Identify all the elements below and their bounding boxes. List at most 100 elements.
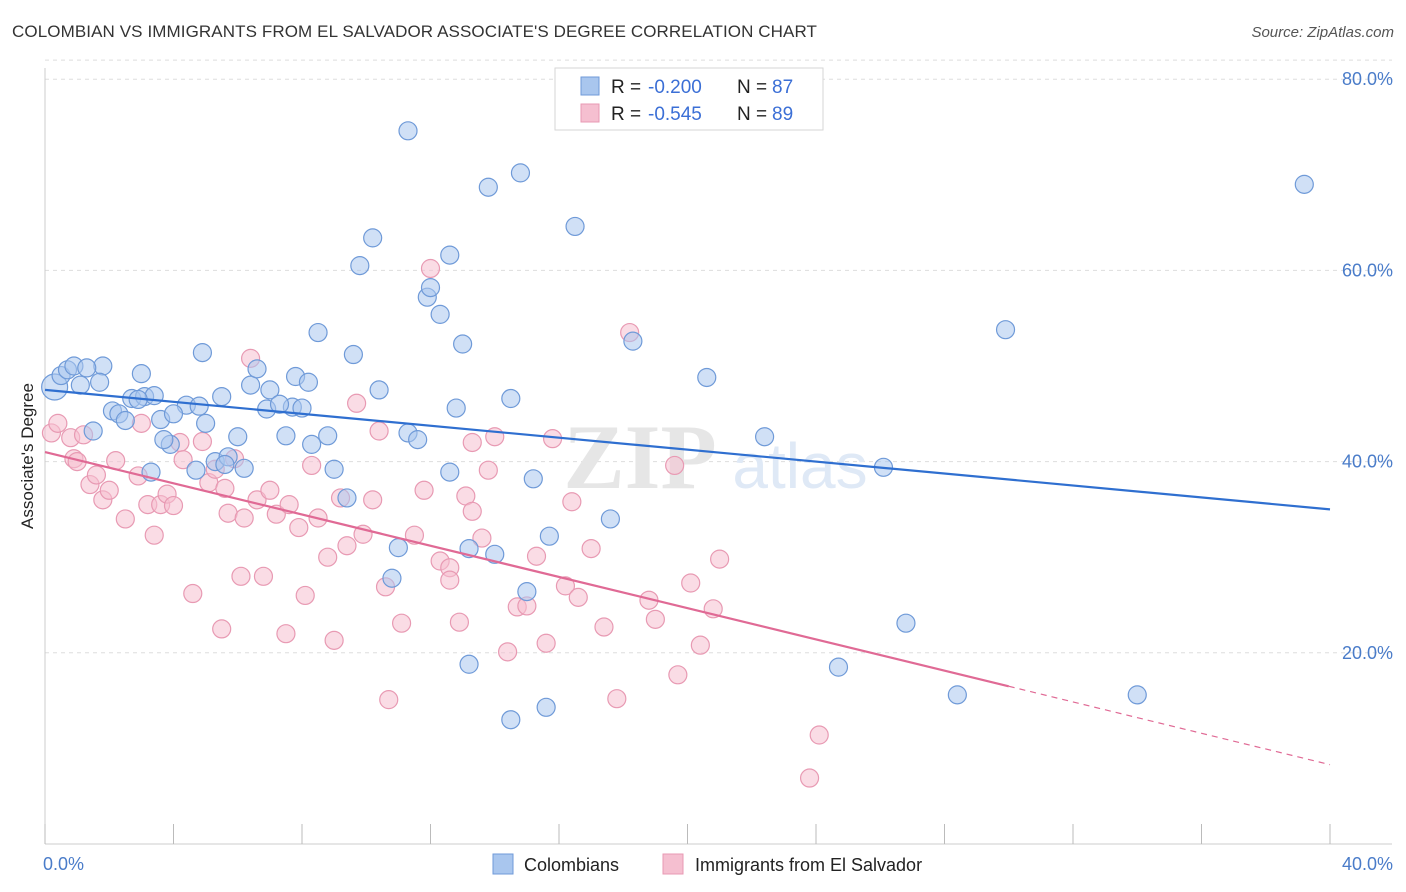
data-point xyxy=(562,492,582,512)
data-point xyxy=(163,495,184,516)
series-blue-points xyxy=(41,121,1314,730)
data-point xyxy=(215,454,235,475)
watermark-zip: ZIP xyxy=(563,406,716,508)
x-tick-labels: 0.0% 40.0% xyxy=(43,854,1393,874)
data-point xyxy=(90,372,110,392)
data-point xyxy=(324,459,344,479)
data-point xyxy=(48,413,68,433)
data-point xyxy=(501,710,521,730)
data-point xyxy=(99,480,119,500)
data-point xyxy=(298,372,319,392)
data-point xyxy=(388,538,408,558)
data-point xyxy=(697,367,717,388)
data-point xyxy=(430,304,450,324)
data-point xyxy=(408,430,428,450)
data-point xyxy=(131,413,151,433)
data-point xyxy=(600,509,621,529)
data-point xyxy=(449,612,470,632)
data-point xyxy=(947,685,967,705)
data-point xyxy=(253,566,274,586)
data-point xyxy=(228,427,248,447)
data-point xyxy=(218,503,238,523)
data-point xyxy=(478,460,498,480)
data-point xyxy=(1294,174,1314,194)
bottom-legend-el-salvador: Immigrants from El Salvador xyxy=(695,855,922,875)
y-tick-label: 60.0% xyxy=(1342,260,1393,280)
data-point xyxy=(144,525,164,545)
data-point xyxy=(295,585,315,606)
data-point xyxy=(83,421,103,441)
legend-blue-swatch xyxy=(580,76,600,96)
bottom-legend-pink-swatch xyxy=(662,853,684,875)
data-point xyxy=(391,613,412,633)
legend-n-value-2: 89 xyxy=(772,104,793,125)
data-point xyxy=(276,426,296,446)
legend-n-value-1: 87 xyxy=(772,77,793,98)
data-point xyxy=(710,549,730,569)
data-point xyxy=(337,536,357,556)
data-point xyxy=(93,356,113,376)
data-point xyxy=(363,490,383,510)
legend-r-label-1: R = xyxy=(611,77,641,98)
data-point xyxy=(565,216,585,237)
data-point xyxy=(289,517,309,538)
data-point xyxy=(247,359,267,379)
x-tick-label: 0.0% xyxy=(43,854,84,874)
data-point xyxy=(896,613,916,633)
chart-title: COLOMBIAN VS IMMIGRANTS FROM EL SALVADOR… xyxy=(12,22,818,41)
data-point xyxy=(523,469,543,489)
y-tick-label: 20.0% xyxy=(1342,643,1393,663)
data-point xyxy=(144,386,164,406)
source-label: Source: ZipAtlas.com xyxy=(1251,24,1394,41)
data-point xyxy=(260,380,280,400)
data-point xyxy=(212,386,232,407)
data-point xyxy=(459,654,479,674)
data-point xyxy=(241,375,261,395)
data-point xyxy=(462,501,482,521)
data-point xyxy=(828,657,849,677)
data-point xyxy=(115,509,135,529)
data-point xyxy=(809,725,829,745)
data-point xyxy=(453,334,473,354)
data-point xyxy=(420,278,441,298)
y-axis-title: Associate's Degree xyxy=(18,383,37,529)
data-point xyxy=(347,393,367,413)
data-point xyxy=(623,331,643,351)
legend-pink-swatch xyxy=(580,103,600,123)
data-point xyxy=(478,177,498,197)
data-point xyxy=(173,450,193,470)
data-point xyxy=(369,380,389,400)
data-point xyxy=(308,322,328,343)
data-point xyxy=(183,583,203,604)
data-point xyxy=(668,665,688,685)
trend-line-el-salvador xyxy=(44,450,1010,688)
data-point xyxy=(189,396,209,416)
data-point xyxy=(131,364,151,384)
data-point xyxy=(681,573,701,593)
data-point xyxy=(337,488,357,508)
data-point xyxy=(440,245,460,265)
legend-r-label-2: R = xyxy=(611,104,641,125)
data-point xyxy=(302,455,322,476)
data-point xyxy=(350,256,370,276)
data-point xyxy=(440,462,460,482)
data-point xyxy=(154,430,174,450)
grid-lines xyxy=(45,59,1392,654)
data-point xyxy=(462,432,482,453)
trend-line-colombians xyxy=(44,388,1331,511)
data-point xyxy=(754,427,775,447)
data-point xyxy=(318,547,338,567)
data-point xyxy=(318,426,338,446)
data-point xyxy=(536,633,556,653)
data-point xyxy=(302,434,322,454)
data-point xyxy=(1127,685,1147,705)
data-point xyxy=(799,768,820,788)
data-point xyxy=(324,630,344,650)
y-tick-labels: 20.0% 40.0% 60.0% 80.0% xyxy=(1342,69,1393,663)
data-point xyxy=(115,410,135,431)
legend-r-value-1: -0.200 xyxy=(648,77,702,98)
data-point xyxy=(440,570,460,590)
data-point xyxy=(343,344,363,365)
data-point xyxy=(234,458,254,478)
data-point xyxy=(472,528,492,548)
